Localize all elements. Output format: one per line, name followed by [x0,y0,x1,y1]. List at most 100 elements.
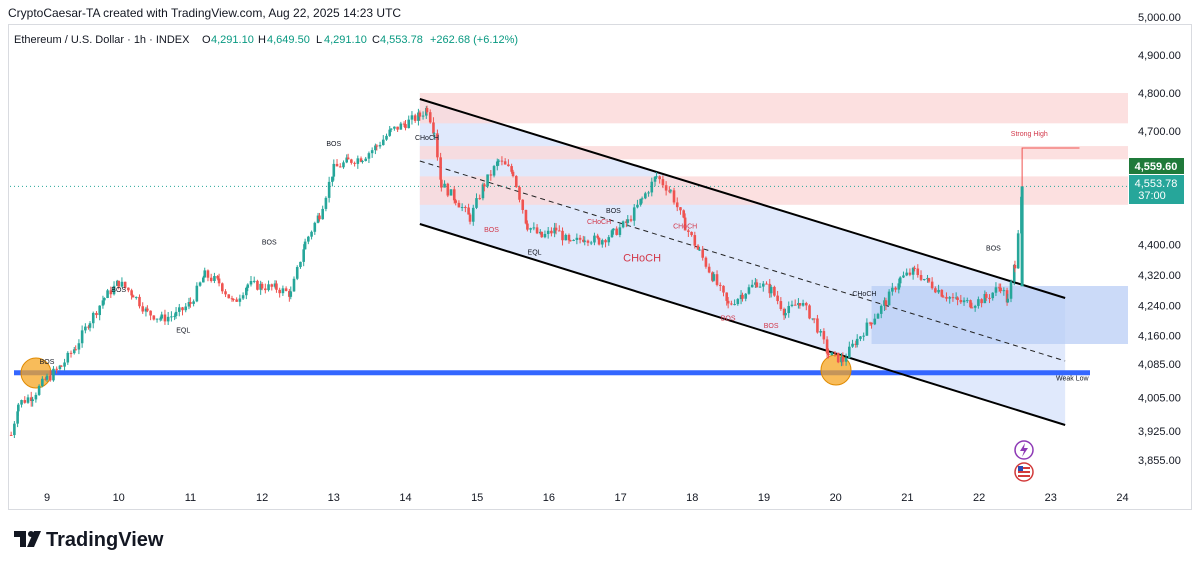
candle-body [264,288,267,291]
symbol-name: Ethereum / U.S. Dollar · 1h · INDEX [14,34,190,46]
candle-body [639,198,642,205]
candle-body [292,278,296,292]
candle-body [404,124,407,129]
candle-body [510,166,513,172]
candle-body [158,318,162,320]
candle-body [561,230,564,241]
candle-body [195,285,199,302]
candle-body [489,174,493,176]
candle-body [130,290,133,296]
candle-body [765,283,768,285]
candle-body [997,287,1001,289]
candle-body [687,230,690,232]
candle-body [959,299,963,303]
candle-body [983,293,987,304]
candle-body [31,399,34,402]
annotation-label: BOS [40,359,55,366]
y-tick-label: 4,700.00 [1138,126,1181,138]
candle-body [374,145,377,151]
event-icons[interactable] [1014,440,1034,482]
y-tick-label: 4,800.00 [1138,88,1181,100]
candle-body [88,323,92,328]
descending-channel [20,98,1080,426]
candle-body [407,119,411,129]
x-tick-label: 18 [686,492,698,504]
candle-body [553,227,556,234]
candle-body [701,249,704,258]
candle-body [181,307,184,311]
candle-body [238,298,242,302]
candle-body [629,219,633,221]
chart-panel[interactable] [8,24,1192,510]
candle-body [876,313,880,319]
candle-body [994,287,998,293]
candle-body [388,129,392,136]
candle-body [192,301,195,304]
candle-body [859,336,862,339]
candle-body [106,290,109,298]
candle-body [755,282,759,288]
candle-body [779,301,783,309]
annotation-label: EQL [176,328,190,335]
candle-body [202,277,205,283]
candle-body [26,397,30,403]
candle-body [187,302,191,307]
candle-body [954,297,958,299]
candle-body [115,280,119,286]
candle-body [564,234,568,241]
candle-body [612,228,615,231]
candle-body [361,160,364,162]
candle-body [95,312,98,316]
candle-body [586,240,590,243]
candle-body [916,268,920,276]
candle-body [601,240,604,245]
candle-body [91,312,95,324]
resistance-zone-2 [419,176,1129,205]
last-price-tag [1129,175,1184,204]
candle-body [16,411,19,424]
candle-body [844,357,848,362]
annotation-label: CHoCH [587,219,611,226]
x-tick-label: 13 [328,492,340,504]
candle-body [1016,233,1020,269]
candle-body [385,135,388,140]
annotation-label: EQL [528,249,542,256]
candle-body [109,290,113,295]
candle-body [270,284,274,287]
candle-body [626,219,630,223]
candle-body [295,267,299,279]
candle-body [428,112,432,123]
channel-upper-line [419,98,1066,299]
candle-body [524,209,528,224]
candle-body [378,145,382,147]
candle-body [232,298,235,300]
candle-body [962,300,966,303]
candle-body [726,300,730,304]
candle-body [34,394,38,400]
candle-body [707,266,711,273]
candle-body [275,283,278,290]
x-tick-label: 20 [830,492,842,504]
candle-body [98,305,101,316]
candle-body [787,305,791,314]
candle-body [302,249,305,262]
credit-text: CryptoCaesar-TA created with TradingView… [8,6,402,20]
candle-body [316,215,320,223]
candle-body [331,176,334,182]
candle-body [736,299,740,305]
candle-body [655,176,658,178]
flag-stripe [1018,467,1030,469]
x-tick-label: 10 [113,492,125,504]
candle-body [246,284,250,288]
candle-body [848,346,851,358]
y-tick-label: 3,855.00 [1138,455,1181,467]
candle-body [621,221,625,228]
candle-body [144,308,148,312]
x-tick-label: 15 [471,492,483,504]
candle-body [189,302,192,304]
x-tick-label: 21 [901,492,913,504]
candle-body [750,284,754,288]
candle-body [572,239,575,241]
grid-layer: 5,000.00 4,900.00 4,800.00 4,700.00 4,400.00… [10,12,1181,504]
